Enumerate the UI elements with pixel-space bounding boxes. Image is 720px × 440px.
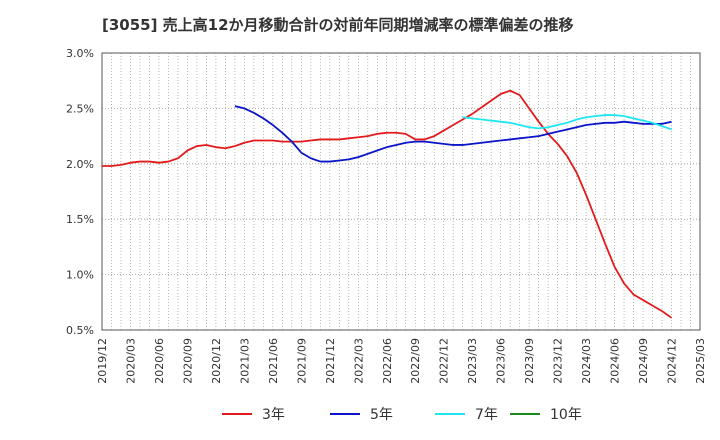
series-line-3 [462, 114, 672, 131]
y-tick-label: 2.5% [66, 102, 94, 115]
x-tick-label: 2024/09 [637, 338, 650, 384]
x-tick-label: 2020/09 [181, 338, 194, 384]
x-tick-label: 2025/03 [694, 338, 707, 384]
x-tick-label: 2023/09 [523, 338, 536, 384]
legend-label-1: 3年 [262, 407, 285, 423]
y-tick-label: 2.0% [66, 158, 94, 171]
chart-title: [3055] 売上高12か月移動合計の対前年同期増減率の標準偏差の推移 [102, 16, 574, 34]
x-tick-label: 2022/09 [409, 338, 422, 384]
x-tick-label: 2023/06 [495, 338, 508, 384]
y-tick-label: 0.5% [66, 324, 94, 337]
x-axis-tick-labels: 2019/12 2020/03 2020/06 2020/09 2020/12 2021/… [96, 338, 707, 384]
y-axis-tick-labels: 0.5% 1.0% 1.5% 2.0% 2.5% 3.0% [66, 47, 94, 337]
series-line-2 [234, 105, 672, 163]
x-tick-label: 2022/03 [352, 338, 365, 384]
y-tick-label: 1.0% [66, 269, 94, 282]
x-tick-label: 2021/12 [324, 338, 337, 384]
legend-label-2: 5年 [370, 407, 393, 423]
x-tick-label: 2022/06 [381, 338, 394, 384]
legend-label-4: 10年 [550, 407, 582, 423]
x-tick-label: 2024/03 [580, 338, 593, 384]
x-tick-label: 2023/03 [466, 338, 479, 384]
legend-label-3: 7年 [475, 407, 498, 423]
x-tick-label: 2024/06 [609, 338, 622, 384]
legend: 3年 5年 7年 10年 [222, 407, 582, 423]
plot-frame [101, 52, 701, 331]
x-tick-label: 2019/12 [96, 338, 109, 384]
x-tick-label: 2020/03 [124, 338, 137, 384]
series-line-1 [102, 89, 673, 319]
x-tick-label: 2022/12 [438, 338, 451, 384]
vertical-gridlines [111, 53, 691, 330]
x-tick-label: 2023/12 [552, 338, 565, 384]
x-tick-label: 2021/06 [267, 338, 280, 384]
x-tick-label: 2024/12 [666, 338, 679, 384]
x-tick-label: 2020/12 [210, 338, 223, 384]
x-tick-label: 2021/03 [238, 338, 251, 384]
x-tick-label: 2021/09 [295, 338, 308, 384]
series-lines [102, 89, 673, 319]
y-tick-label: 1.5% [66, 213, 94, 226]
x-tick-label: 2020/06 [153, 338, 166, 384]
plot-area [102, 53, 700, 330]
y-tick-label: 3.0% [66, 47, 94, 60]
